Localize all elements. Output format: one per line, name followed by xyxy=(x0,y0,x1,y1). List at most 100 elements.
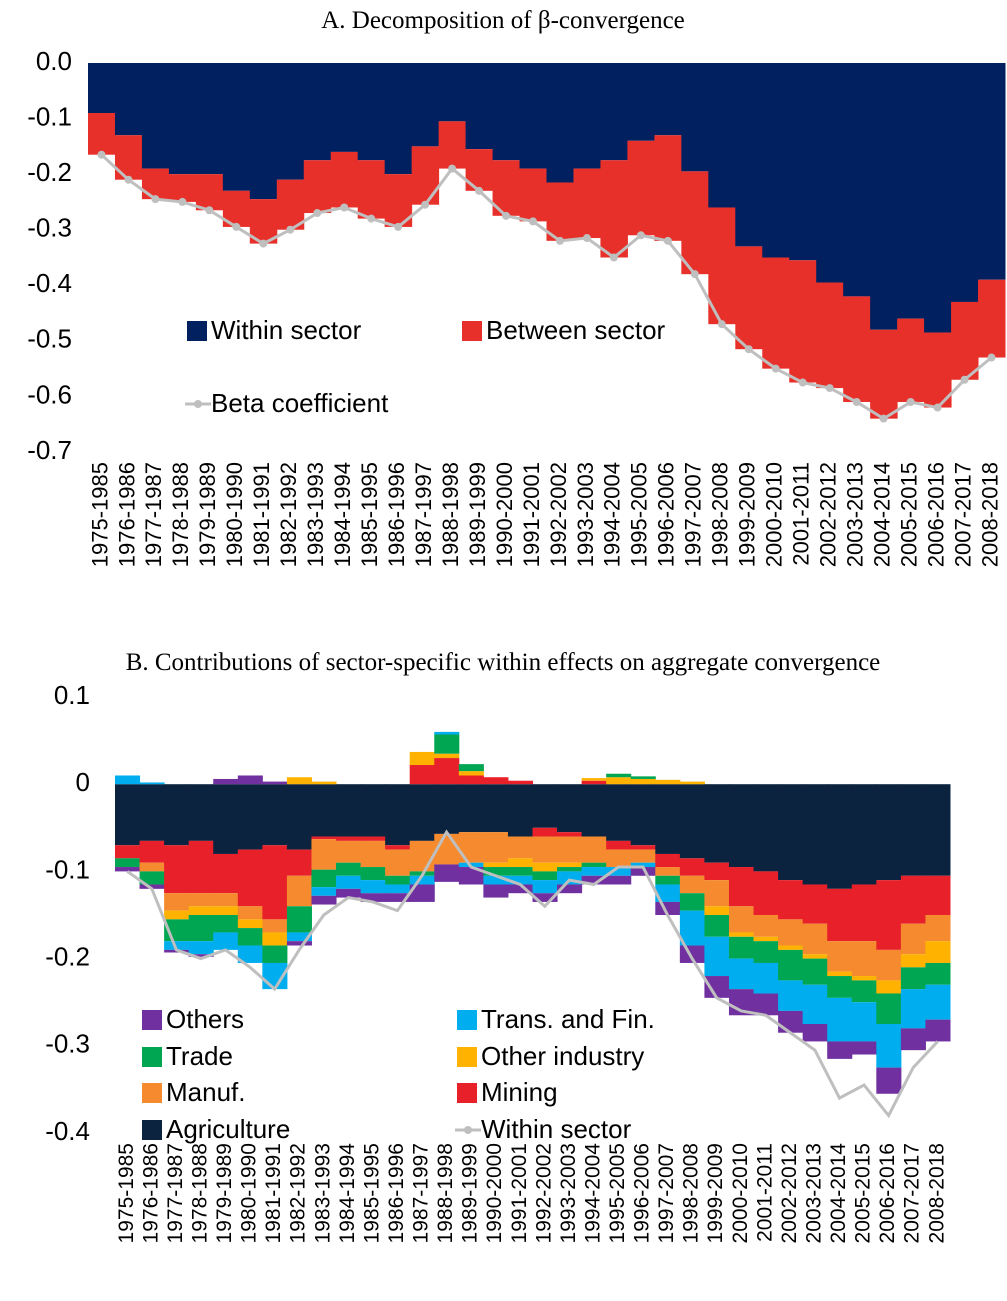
bar-segment xyxy=(627,63,655,141)
x-tick-label: 1988-1998 xyxy=(438,462,463,567)
x-tick-label: 2003-2013 xyxy=(802,1143,825,1243)
line-marker xyxy=(690,270,699,279)
x-tick-label: 1977-1987 xyxy=(164,1143,187,1243)
bar-segment xyxy=(778,949,804,981)
bar-segment xyxy=(655,784,681,854)
bar-segment xyxy=(409,875,435,885)
bar-segment xyxy=(411,63,440,147)
x-tick-label: 2004-2014 xyxy=(827,1143,850,1244)
bar-segment xyxy=(115,845,141,859)
x-tick-label: 1990-2000 xyxy=(483,1143,506,1243)
bar-segment xyxy=(876,880,902,950)
x-tick-label: 1975-1985 xyxy=(87,462,112,567)
x-tick-label: 1980-1990 xyxy=(222,462,247,567)
x-tick-label: 1985-1995 xyxy=(357,462,382,567)
bar-segment xyxy=(188,893,214,907)
bar-segment xyxy=(851,784,877,885)
bar-segment xyxy=(900,967,926,990)
x-tick-label: 2001-2011 xyxy=(753,1143,776,1242)
line-marker xyxy=(151,195,160,204)
bar-segment xyxy=(606,840,632,850)
line-marker xyxy=(771,364,780,373)
x-tick-label: 1992-2002 xyxy=(546,462,571,567)
bar-segment xyxy=(385,845,411,850)
bar-segment xyxy=(249,199,278,244)
bar-segment xyxy=(164,910,190,920)
bar-segment xyxy=(816,63,844,283)
bar-segment xyxy=(411,146,440,205)
bar-segment xyxy=(802,923,828,955)
bar-segment xyxy=(458,771,484,776)
bar-segment xyxy=(311,836,337,840)
bar-segment xyxy=(311,895,337,905)
bar-segment xyxy=(704,915,730,937)
bar-segment xyxy=(188,784,214,841)
bar-segment xyxy=(655,875,681,885)
bar-segment xyxy=(336,784,362,837)
bar-segment xyxy=(753,941,779,963)
legend-swatch xyxy=(142,1010,162,1030)
bar-segment xyxy=(483,832,509,863)
bar-segment xyxy=(679,875,705,894)
line-marker xyxy=(933,403,942,412)
x-tick-label: 1981-1991 xyxy=(262,1143,285,1243)
bar-segment xyxy=(843,296,871,402)
bar-segment xyxy=(164,893,190,911)
bar-segment xyxy=(195,174,224,211)
bar-segment xyxy=(870,329,898,419)
bar-segment xyxy=(519,168,547,222)
line-marker xyxy=(178,197,187,206)
bar-segment xyxy=(88,63,116,114)
bar-segment xyxy=(139,840,165,863)
bar-segment xyxy=(360,836,386,841)
bar-segment xyxy=(237,849,263,907)
line-marker xyxy=(259,239,268,248)
bar-segment xyxy=(655,884,681,902)
bar-segment xyxy=(630,862,656,868)
bar-segment xyxy=(925,941,951,963)
bar-segment xyxy=(753,784,779,872)
bar-segment xyxy=(276,63,305,180)
bar-segment xyxy=(237,919,263,929)
line-marker xyxy=(906,397,915,406)
bar-segment xyxy=(606,777,632,785)
bar-segment xyxy=(286,784,312,850)
bar-segment xyxy=(728,936,755,959)
bar-segment xyxy=(802,884,828,924)
bar-segment xyxy=(360,784,386,837)
x-tick-label: 1977-1987 xyxy=(141,462,166,567)
bar-segment xyxy=(532,871,558,881)
bar-segment xyxy=(532,827,558,837)
bar-segment xyxy=(311,869,337,888)
legend-label: Manuf. xyxy=(166,1077,246,1107)
bar-segment xyxy=(704,862,730,881)
x-tick-label: 2007-2017 xyxy=(950,462,975,567)
bar-segment xyxy=(802,784,828,885)
x-tick-label: 1997-2007 xyxy=(655,1143,678,1243)
bar-segment xyxy=(802,984,828,1024)
bar-segment xyxy=(876,949,902,981)
bar-segment xyxy=(630,845,656,850)
bar-segment xyxy=(557,884,583,894)
bar-segment xyxy=(330,63,359,152)
bar-segment xyxy=(654,63,682,136)
bar-segment xyxy=(360,840,386,868)
bar-segment xyxy=(827,784,853,889)
y-tick-label: -0.5 xyxy=(27,324,72,354)
bar-segment xyxy=(213,906,239,915)
x-tick-label: 2007-2017 xyxy=(901,1143,924,1243)
x-tick-label: 1979-1989 xyxy=(213,1143,236,1243)
bar-segment xyxy=(164,784,190,846)
x-tick-label: 1998-2008 xyxy=(708,462,733,567)
y-tick-label: -0.4 xyxy=(27,268,72,298)
bar-segment xyxy=(330,151,359,208)
x-tick-label: 1991-2001 xyxy=(519,462,544,567)
legend-marker xyxy=(464,1126,472,1134)
bar-segment xyxy=(141,168,170,200)
bar-segment xyxy=(573,63,601,169)
y-tick-label: -0.2 xyxy=(27,157,72,187)
bar-segment xyxy=(925,984,951,1020)
x-tick-label: 1981-1991 xyxy=(249,462,274,567)
bar-segment xyxy=(262,845,288,920)
bar-segment xyxy=(507,780,533,785)
